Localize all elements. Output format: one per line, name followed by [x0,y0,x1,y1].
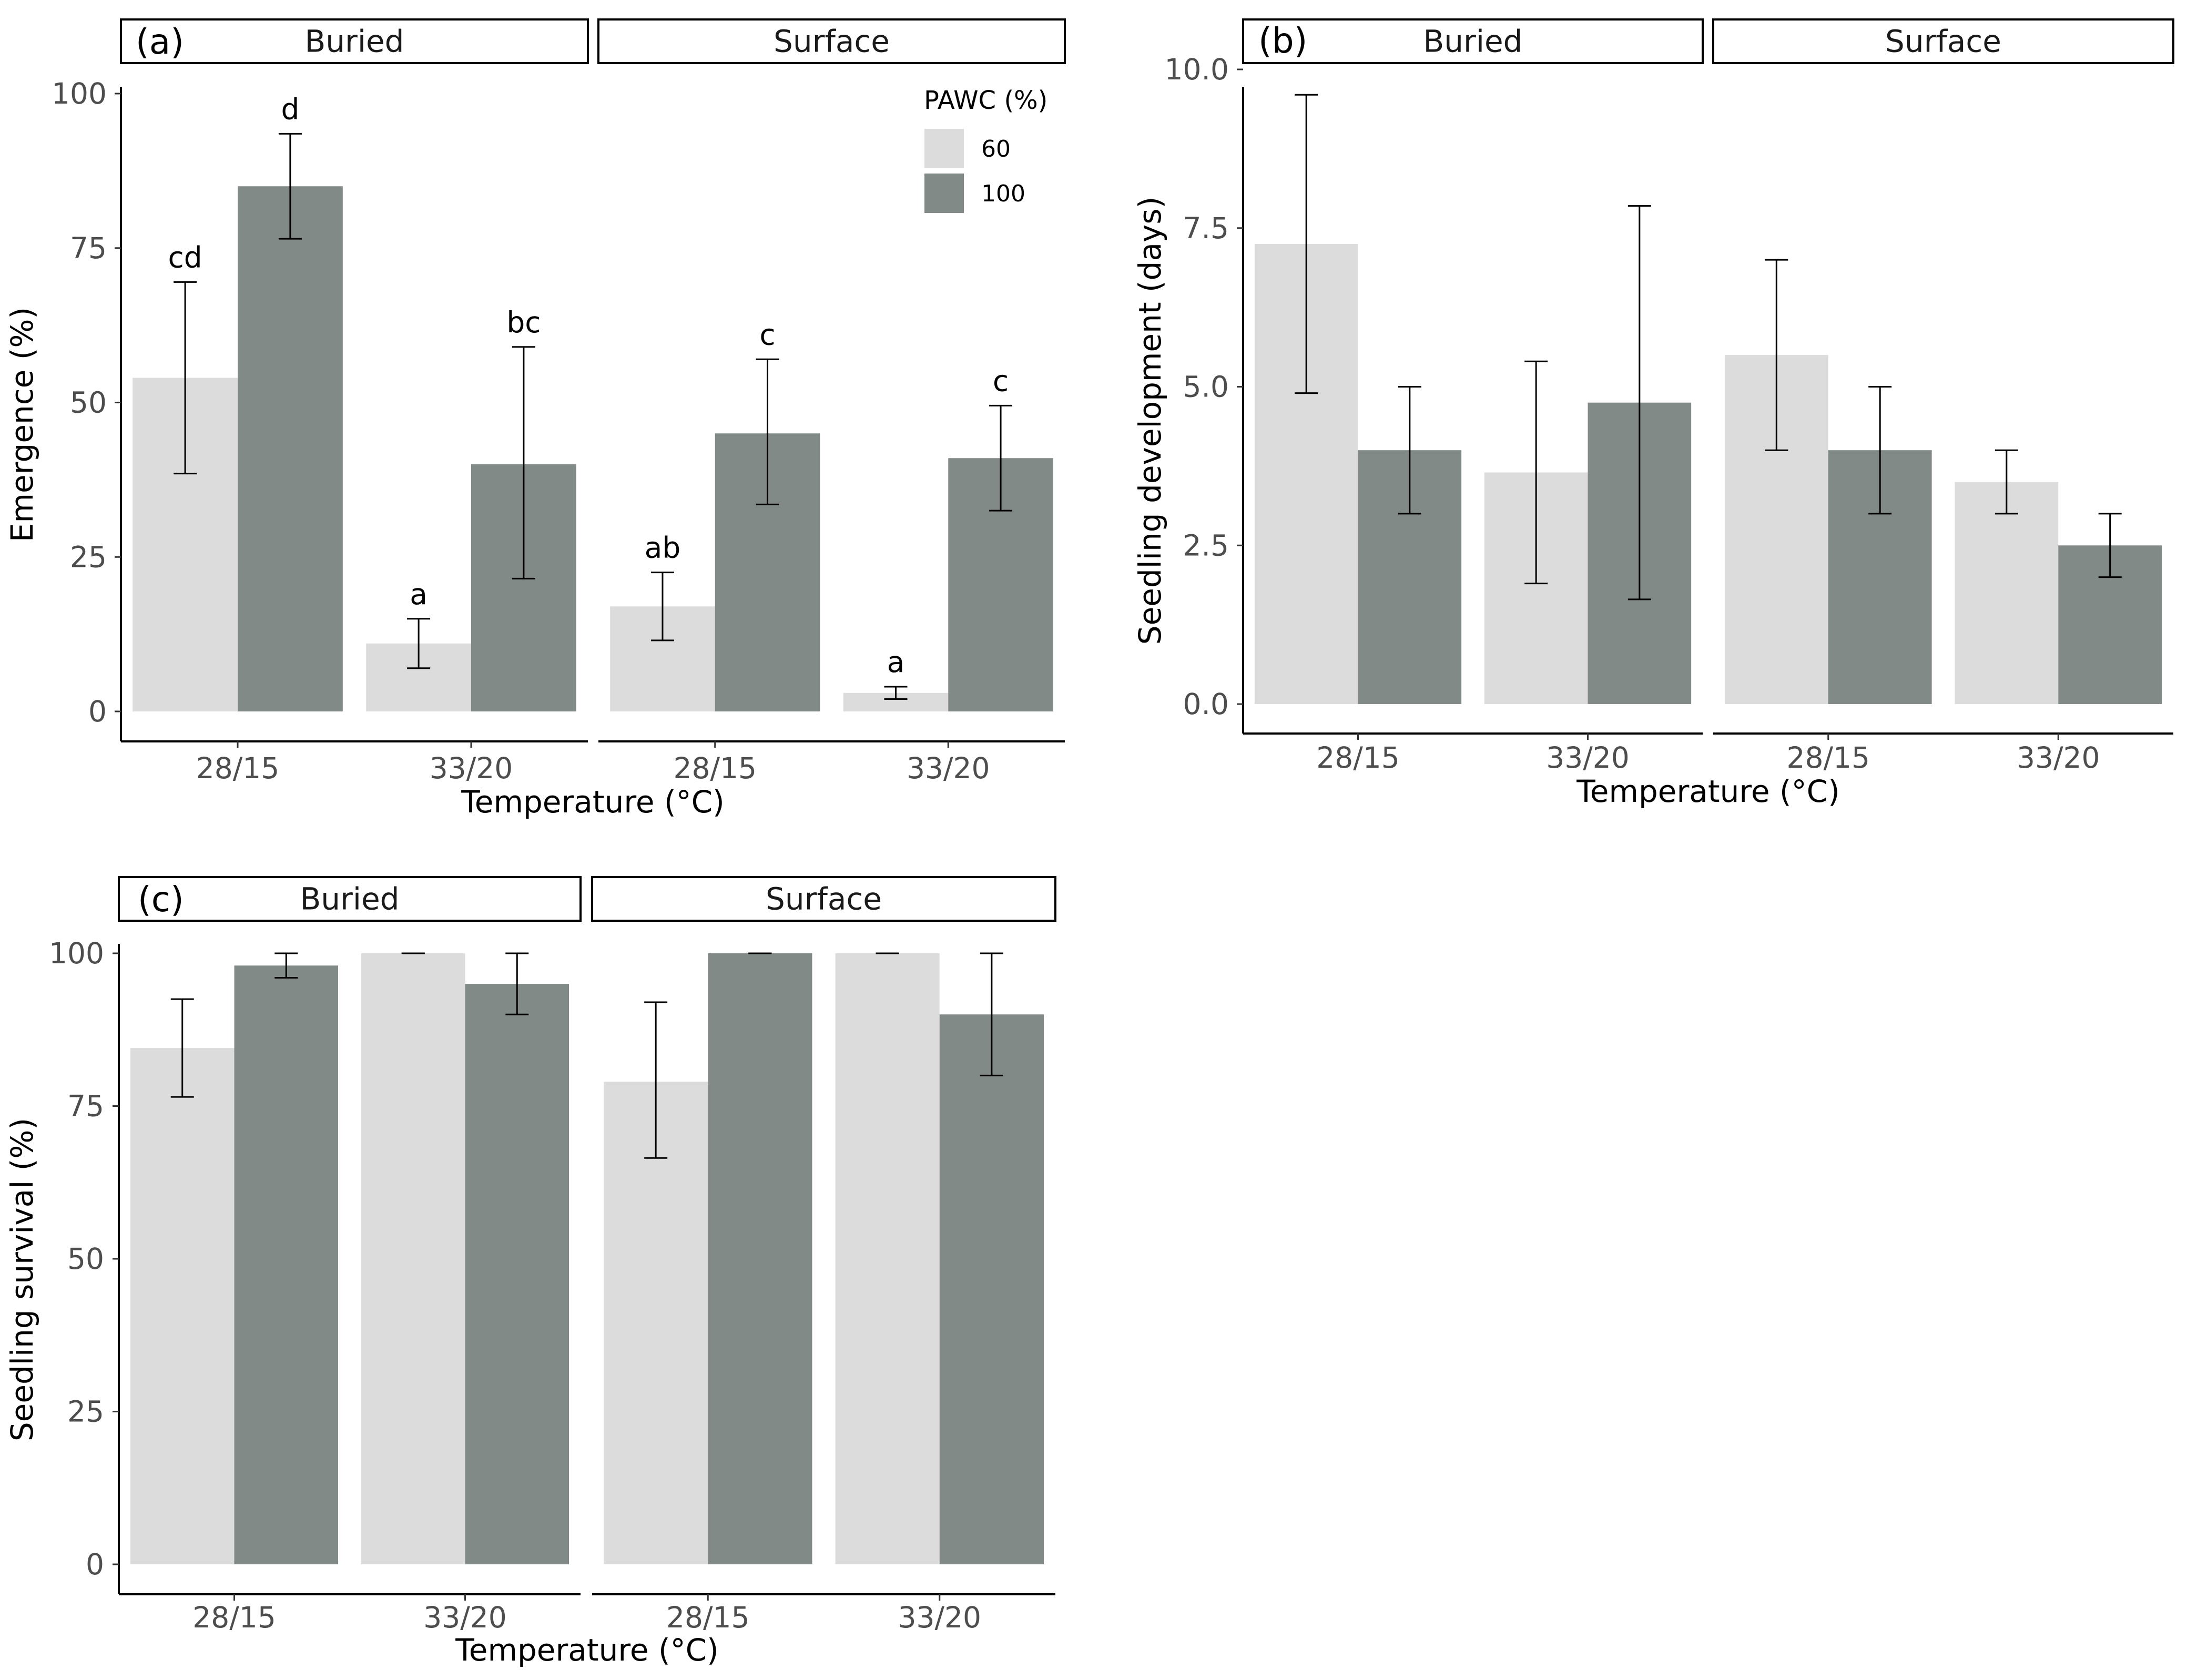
significance-letter: c [759,318,775,351]
y-tick-label: 75 [67,1090,104,1123]
bar-surface-33-20-pawc-60 [835,953,940,1564]
panel-b: Buried Surface (b) 0.0 2.5 5.0 7.5 10.0 Seedling… [1132,18,2174,809]
panel-tag: (c) [138,879,184,920]
error-bar [505,952,529,1015]
error-bar [1868,386,1892,515]
error-bar [1995,449,2018,515]
error-bar [512,346,535,579]
facet-label: Buried [300,881,399,917]
facet-label: Surface [774,24,890,59]
bar-buried-28-15-pawc-60 [130,1048,235,1564]
error-bar [1295,94,1318,394]
facet-strip [1712,18,2174,64]
error-bar [756,358,779,505]
bar-buried-33-20-pawc-60 [361,953,465,1564]
facet-strip [1242,18,1704,64]
facet-label: Buried [304,24,404,59]
error-bar [1398,386,1421,515]
facet-label: Surface [1885,24,2001,59]
error-bar [884,686,908,700]
facet-strip [120,18,589,64]
x-tick-label: 33/20 [2017,741,2100,775]
x-tick-label: 28/15 [673,751,757,785]
y-tick-label: 100 [49,936,104,970]
legend-key-100 [924,174,964,213]
significance-letter: cd [168,240,202,274]
y-tick-label: 50 [67,1242,104,1276]
error-bar [644,1001,668,1159]
significance-letter: a [410,577,428,611]
bar-surface-28-15-pawc-100 [708,953,812,1564]
facet-strip [118,876,582,922]
facet-strip [591,876,1056,922]
significance-letter: a [887,645,905,679]
bar-buried-33-20-pawc-100 [465,984,569,1564]
y-tick-label: 5.0 [1183,370,1229,404]
x-tick-label: 33/20 [430,751,513,785]
x-tick-label: 28/15 [1786,741,1870,775]
x-tick-label: 33/20 [1546,741,1630,775]
facet-strip [597,18,1066,64]
y-axis-title: Emergence (%) [4,307,40,542]
x-tick-label: 33/20 [898,1601,981,1634]
x-tick-label: 28/15 [196,751,280,785]
x-axis-title: Temperature (°C) [1576,773,1840,809]
legend-label: 100 [981,180,1025,207]
x-axis-title: Temperature (°C) [461,784,725,820]
y-tick-label: 0 [88,695,107,728]
legend-key-60 [924,129,964,168]
error-bar [989,404,1013,512]
significance-letter: ab [645,531,681,565]
y-tick-label: 10.0 [1165,53,1229,86]
significance-letter: bc [506,306,541,339]
bar-buried-28-15-pawc-100 [238,186,343,711]
y-axis-title: Seedling development (days) [1132,197,1168,645]
y-tick-label: 0 [86,1547,104,1581]
error-bar [980,952,1003,1076]
error-bar [2098,513,2122,578]
legend: PAWC (%) 60 100 [924,86,1047,213]
bar-buried-28-15-pawc-100 [234,965,339,1564]
bar-surface-33-20-pawc-100 [939,1014,1044,1564]
x-axis-title: Temperature (°C) [455,1632,719,1668]
y-tick-label: 25 [67,1395,104,1429]
panel-tag: (b) [1258,21,1307,61]
x-tick-label: 28/15 [1316,741,1400,775]
y-tick-label: 25 [70,540,107,574]
y-tick-label: 100 [52,77,107,110]
facet-label: Buried [1423,24,1522,59]
panel-c: Buried Surface (c) 0 25 50 75 100 Seedling survi… [4,876,1056,1668]
error-bar [650,572,674,642]
bar-surface-28-15-pawc-60 [604,1082,708,1564]
error-bar [174,281,197,475]
error-bar [278,133,302,240]
x-tick-label: 28/15 [666,1601,750,1634]
legend-label: 60 [981,136,1011,162]
y-tick-label: 0.0 [1183,687,1229,721]
significance-letter: d [281,92,299,126]
y-tick-label: 2.5 [1183,528,1229,562]
y-tick-label: 75 [70,231,107,265]
y-tick-label: 50 [70,386,107,420]
significance-letter: c [993,364,1009,398]
facet-label: Surface [766,881,882,917]
panel-a: Buried Surface (a) 0 25 50 75 100 Emergence (%) 2… [4,18,1066,820]
error-bar [274,952,298,979]
bar-surface-33-20-pawc-60 [1955,482,2059,704]
error-bar [407,618,431,669]
error-bar [1765,259,1788,451]
error-bar [1524,360,1548,585]
x-tick-label: 28/15 [192,1601,276,1634]
error-bar [170,998,194,1098]
x-tick-label: 33/20 [423,1601,507,1634]
error-bar [1627,205,1651,600]
panel-tag: (a) [136,22,184,62]
x-tick-label: 33/20 [907,751,990,785]
y-axis-title: Seedling survival (%) [4,1118,40,1441]
y-tick-label: 7.5 [1183,211,1229,245]
legend-title: PAWC (%) [924,86,1047,115]
